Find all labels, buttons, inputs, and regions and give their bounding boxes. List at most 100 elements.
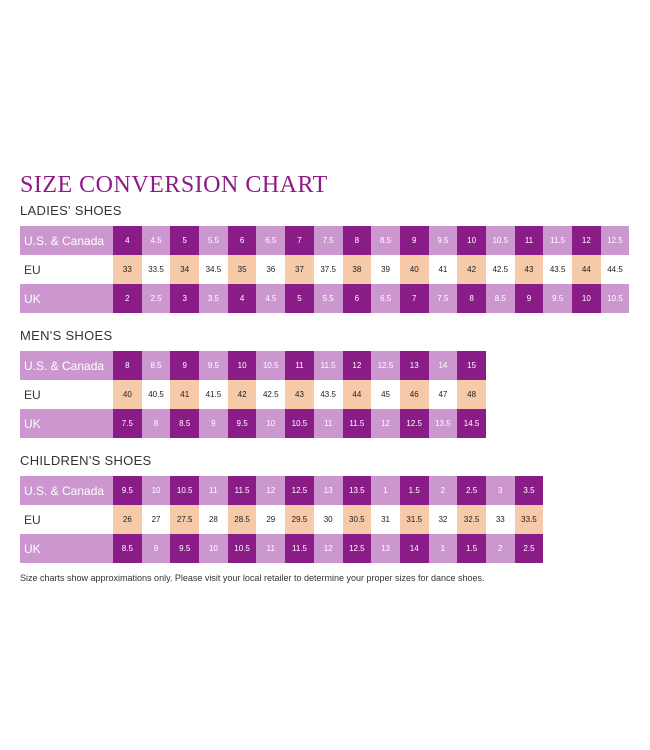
size-cell: 42	[227, 380, 257, 409]
size-cell: 7	[285, 226, 314, 255]
row-label: UK	[20, 284, 113, 313]
size-cell: 9.5	[170, 534, 200, 563]
size-cell: 41.5	[199, 380, 228, 409]
size-cell: 5.5	[313, 284, 343, 313]
size-cell: 43.5	[313, 380, 343, 409]
size-cell: 32.5	[457, 505, 486, 534]
size-cell: 9.5	[227, 409, 257, 438]
row-label: EU	[20, 380, 113, 409]
size-cell: 2.5	[514, 534, 544, 563]
size-cell: 11	[285, 351, 314, 380]
size-cell: 8.5	[113, 534, 142, 563]
size-cell: 13	[313, 476, 343, 505]
size-cell: 40	[113, 380, 142, 409]
section-heading: CHILDREN'S SHOES	[20, 453, 152, 468]
size-cell: 2	[428, 476, 458, 505]
size-cell: 12	[313, 534, 343, 563]
table-row: U.S. & Canada 9.5 10 10.5 11 11.5 12 12.5 13 13.5…	[20, 476, 632, 505]
size-cell: 13.5	[342, 476, 372, 505]
table-row: EU 26 27 27.5 28 28.5 29 29.5 30 30.5 31 31.5 32 32.5…	[20, 505, 632, 534]
size-cell: 8	[457, 284, 486, 313]
size-cell: 29	[256, 505, 286, 534]
section-heading: LADIES' SHOES	[20, 203, 122, 218]
size-cell: 9.5	[543, 284, 572, 313]
row-label: EU	[20, 505, 113, 534]
size-cell: 11.5	[285, 534, 314, 563]
table-row: UK 7.5 8 8.5 9 9.5 10 10.5 11 11.5 12 12.5 13.5 14.5	[20, 409, 632, 438]
size-cell: 40	[399, 255, 429, 284]
row-label: U.S. & Canada	[20, 351, 113, 380]
size-cell: 4.5	[256, 284, 286, 313]
size-cell: 11	[514, 226, 544, 255]
size-cell: 12	[256, 476, 286, 505]
size-cell: 2.5	[457, 476, 486, 505]
size-cell: 13	[371, 534, 400, 563]
size-table: U.S. & Canada 4 4.5 5 5.5 6 6.5 7 7.5 8 8.5 9 9.5 10 1…	[20, 226, 632, 313]
size-cell: 3.5	[514, 476, 544, 505]
size-cell: 10.5	[256, 351, 286, 380]
size-cell: 8	[113, 351, 142, 380]
size-cell: 33.5	[514, 505, 544, 534]
row-label: U.S. & Canada	[20, 226, 113, 255]
size-cell: 3	[485, 476, 515, 505]
size-cell: 39	[371, 255, 400, 284]
size-cell: 7.5	[113, 409, 142, 438]
size-cell: 43	[285, 380, 314, 409]
size-cell: 41	[428, 255, 458, 284]
size-cell: 37	[285, 255, 314, 284]
size-cell: 11.5	[227, 476, 257, 505]
size-cell: 12.5	[600, 226, 630, 255]
size-cell: 11	[256, 534, 286, 563]
size-cell: 10	[256, 409, 286, 438]
size-cell: 45	[371, 380, 400, 409]
size-cell: 11.5	[313, 351, 343, 380]
size-cell: 10	[141, 476, 171, 505]
footnote: Size charts show approximations only. Pl…	[20, 573, 485, 583]
size-cell: 36	[256, 255, 286, 284]
size-cell: 9.5	[428, 226, 458, 255]
size-cell: 8	[342, 226, 372, 255]
size-cell: 8.5	[485, 284, 515, 313]
size-cell: 14	[428, 351, 458, 380]
size-cell: 28	[199, 505, 228, 534]
size-cell: 1.5	[399, 476, 429, 505]
size-cell: 10	[457, 226, 486, 255]
size-cell: 29.5	[285, 505, 314, 534]
row-label: EU	[20, 255, 113, 284]
size-cell: 8.5	[170, 409, 200, 438]
size-cell: 12	[342, 351, 372, 380]
size-cell: 10	[227, 351, 257, 380]
size-cell: 46	[399, 380, 429, 409]
size-cell: 31.5	[399, 505, 429, 534]
size-cell: 32	[428, 505, 458, 534]
size-cell: 44	[342, 380, 372, 409]
size-cell: 9	[399, 226, 429, 255]
chart-title: SIZE CONVERSION CHART	[20, 172, 328, 198]
size-cell: 10.5	[600, 284, 630, 313]
table-row: UK 2 2.5 3 3.5 4 4.5 5 5.5 6 6.5 7 7.5 8 8.5 9 9.5 10 10.5	[20, 284, 632, 313]
size-cell: 42.5	[256, 380, 286, 409]
size-cell: 11.5	[543, 226, 572, 255]
size-cell: 12	[572, 226, 601, 255]
size-cell: 14.5	[457, 409, 486, 438]
size-cell: 15	[457, 351, 486, 380]
size-cell: 42.5	[485, 255, 515, 284]
row-label: UK	[20, 534, 113, 563]
size-cell: 34	[170, 255, 200, 284]
size-cell: 27	[141, 505, 171, 534]
size-cell: 33	[113, 255, 142, 284]
size-cell: 9	[141, 534, 171, 563]
size-cell: 44	[572, 255, 601, 284]
size-cell: 9	[514, 284, 544, 313]
size-cell: 27.5	[170, 505, 200, 534]
size-cell: 4	[113, 226, 142, 255]
size-cell: 8	[141, 409, 171, 438]
size-cell: 1	[371, 476, 400, 505]
size-cell: 9	[199, 409, 228, 438]
size-cell: 33	[485, 505, 515, 534]
size-cell: 31	[371, 505, 400, 534]
size-cell: 12.5	[371, 351, 400, 380]
size-conversion-chart: SIZE CONVERSION CHART LADIES' SHOES U.S. …	[20, 170, 632, 583]
table-row: UK 8.5 9 9.5 10 10.5 11 11.5 12 12.5 13 14 1 1.5 2 2.5	[20, 534, 632, 563]
size-cell: 4.5	[141, 226, 171, 255]
